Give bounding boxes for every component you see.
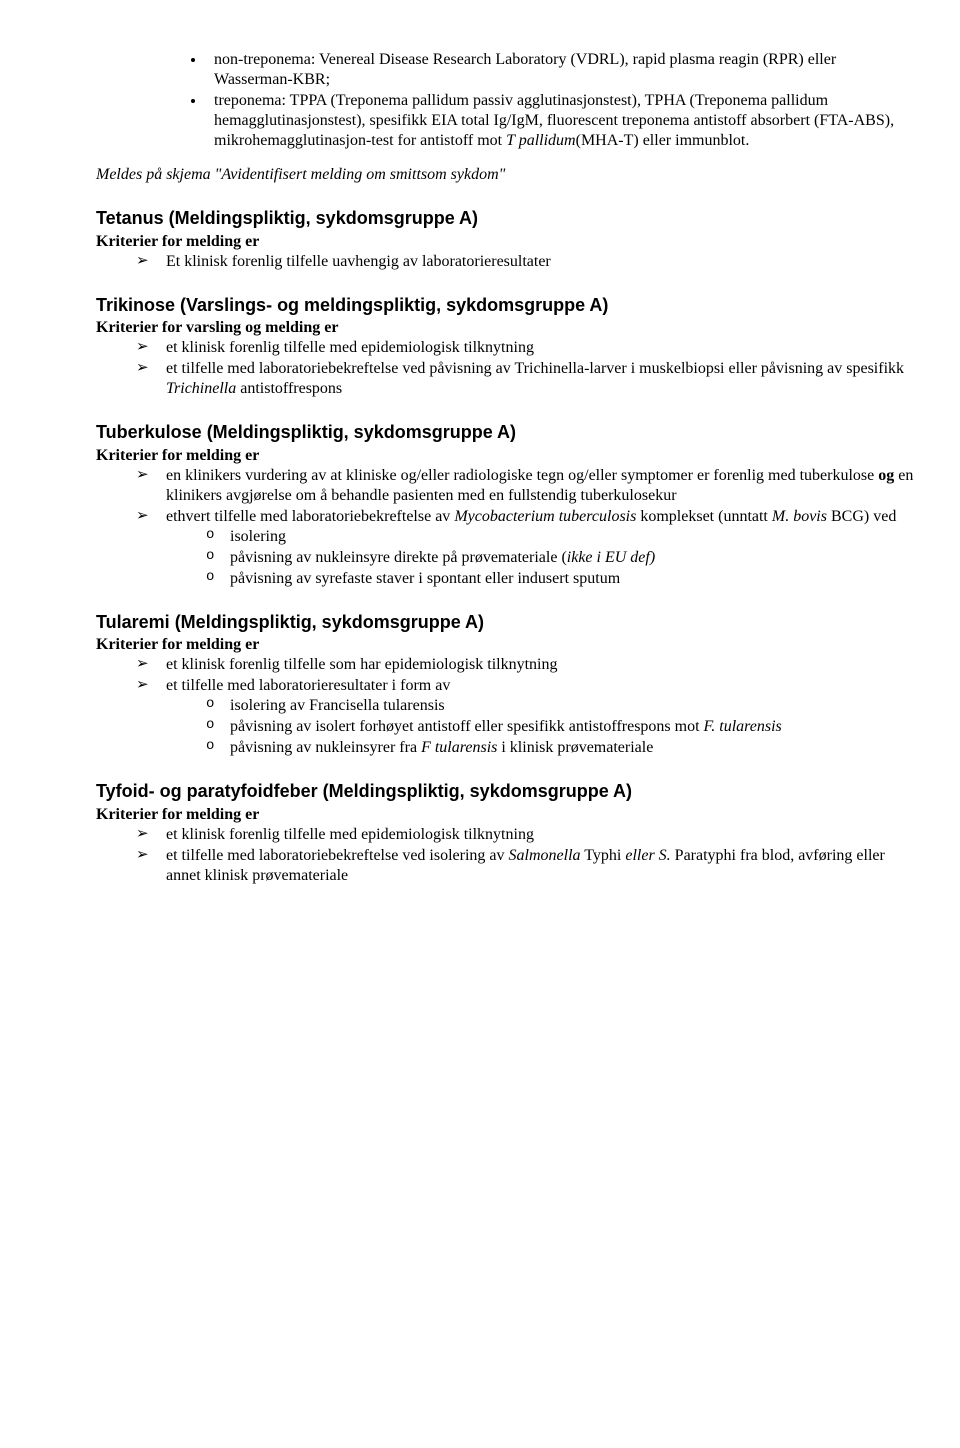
text: komplekset (unntatt	[636, 508, 772, 525]
italic-text: M. bovis	[772, 508, 827, 525]
criteria-label: Kriterier for melding er	[96, 805, 916, 825]
arrow-item: et klinisk forenlig tilfelle med epidemi…	[136, 338, 916, 358]
italic-text: T pallidum	[506, 132, 576, 149]
text: påvisning av isolert forhøyet antistoff …	[230, 718, 704, 735]
section-tularemi: Tularemi (Meldingspliktig, sykdomsgruppe…	[96, 611, 916, 759]
arrow-list: Et klinisk forenlig tilfelle uavhengig a…	[96, 252, 916, 272]
circle-list: isolering påvisning av nukleinsyre direk…	[166, 527, 916, 589]
arrow-item: et klinisk forenlig tilfelle som har epi…	[136, 655, 916, 675]
criteria-label: Kriterier for melding er	[96, 232, 916, 252]
section-trikinose: Trikinose (Varslings- og meldingspliktig…	[96, 294, 916, 400]
text: Et klinisk forenlig tilfelle uavhengig a…	[166, 253, 551, 270]
arrow-item: ethvert tilfelle med laboratoriebekrefte…	[136, 507, 916, 589]
section-tetanus: Tetanus (Meldingspliktig, sykdomsgruppe …	[96, 207, 916, 272]
arrow-item: Et klinisk forenlig tilfelle uavhengig a…	[136, 252, 916, 272]
arrow-item: et tilfelle med laboratoriebekreftelse v…	[136, 359, 916, 399]
section-heading: Tetanus (Meldingspliktig, sykdomsgruppe …	[96, 207, 916, 230]
arrow-list: et klinisk forenlig tilfelle med epidemi…	[96, 825, 916, 886]
section-heading: Tuberkulose (Meldingspliktig, sykdomsgru…	[96, 421, 916, 444]
disc-item: non-treponema: Venereal Disease Research…	[206, 50, 916, 90]
text: et klinisk forenlig tilfelle med epidemi…	[166, 339, 534, 356]
circle-item: isolering av Francisella tularensis	[206, 696, 916, 716]
disc-item: treponema: TPPA (Treponema pallidum pass…	[206, 91, 916, 151]
section-tuberkulose: Tuberkulose (Meldingspliktig, sykdomsgru…	[96, 421, 916, 589]
text: i klinisk prøvemateriale	[497, 739, 653, 756]
italic-text: F. tularensis	[704, 718, 782, 735]
circle-item: påvisning av nukleinsyre direkte på prøv…	[206, 548, 916, 568]
circle-item: isolering	[206, 527, 916, 547]
text: antistoffrespons	[236, 380, 342, 397]
italic-text: Mycobacterium tuberculosis	[454, 508, 636, 525]
section-heading: Tularemi (Meldingspliktig, sykdomsgruppe…	[96, 611, 916, 634]
italic-text: eller S.	[625, 847, 670, 864]
circle-item: påvisning av syrefaste staver i spontant…	[206, 569, 916, 589]
section-tyfoid: Tyfoid- og paratyfoidfeber (Meldingsplik…	[96, 780, 916, 886]
text: BCG) ved	[827, 508, 896, 525]
text: non-treponema: Venereal Disease Research…	[214, 51, 836, 88]
text: isolering av Francisella tularensis	[230, 697, 445, 714]
italic-text: Trichinella	[166, 380, 236, 397]
meldes-note: Meldes på skjema "Avidentifisert melding…	[96, 165, 916, 185]
arrow-item: en klinikers vurdering av at kliniske og…	[136, 466, 916, 506]
text: ethvert tilfelle med laboratoriebekrefte…	[166, 508, 454, 525]
italic-text: Salmonella	[509, 847, 581, 864]
text: påvisning av syrefaste staver i spontant…	[230, 570, 620, 587]
circle-list: isolering av Francisella tularensis påvi…	[166, 696, 916, 758]
text: et tilfelle med laboratoriebekreftelse v…	[166, 360, 904, 377]
bold-text: og	[878, 467, 894, 484]
text: et tilfelle med laboratoriebekreftelse v…	[166, 847, 509, 864]
text: (MHA-T) eller immunblot.	[576, 132, 750, 149]
arrow-list: et klinisk forenlig tilfelle som har epi…	[96, 655, 916, 758]
criteria-label: Kriterier for melding er	[96, 446, 916, 466]
section-heading: Tyfoid- og paratyfoidfeber (Meldingsplik…	[96, 780, 916, 803]
text: en klinikers vurdering av at kliniske og…	[166, 467, 878, 484]
text: påvisning av nukleinsyrer fra	[230, 739, 421, 756]
arrow-item: et tilfelle med laboratorieresultater i …	[136, 676, 916, 758]
text: isolering	[230, 528, 286, 545]
text: et klinisk forenlig tilfelle med epidemi…	[166, 826, 534, 843]
text: Typhi	[581, 847, 626, 864]
circle-item: påvisning av isolert forhøyet antistoff …	[206, 717, 916, 737]
italic-text: ikke i EU def)	[567, 549, 655, 566]
arrow-item: et tilfelle med laboratoriebekreftelse v…	[136, 846, 916, 886]
arrow-item: et klinisk forenlig tilfelle med epidemi…	[136, 825, 916, 845]
criteria-label: Kriterier for varsling og melding er	[96, 318, 916, 338]
text: påvisning av nukleinsyre direkte på prøv…	[230, 549, 567, 566]
section-heading: Trikinose (Varslings- og meldingspliktig…	[96, 294, 916, 317]
top-disc-list: non-treponema: Venereal Disease Research…	[96, 50, 916, 151]
arrow-list: et klinisk forenlig tilfelle med epidemi…	[96, 338, 916, 399]
criteria-label: Kriterier for melding er	[96, 635, 916, 655]
arrow-list: en klinikers vurdering av at kliniske og…	[96, 466, 916, 589]
text: et klinisk forenlig tilfelle som har epi…	[166, 656, 558, 673]
text: et tilfelle med laboratorieresultater i …	[166, 677, 450, 694]
circle-item: påvisning av nukleinsyrer fra F tularens…	[206, 738, 916, 758]
italic-text: F tularensis	[421, 739, 497, 756]
